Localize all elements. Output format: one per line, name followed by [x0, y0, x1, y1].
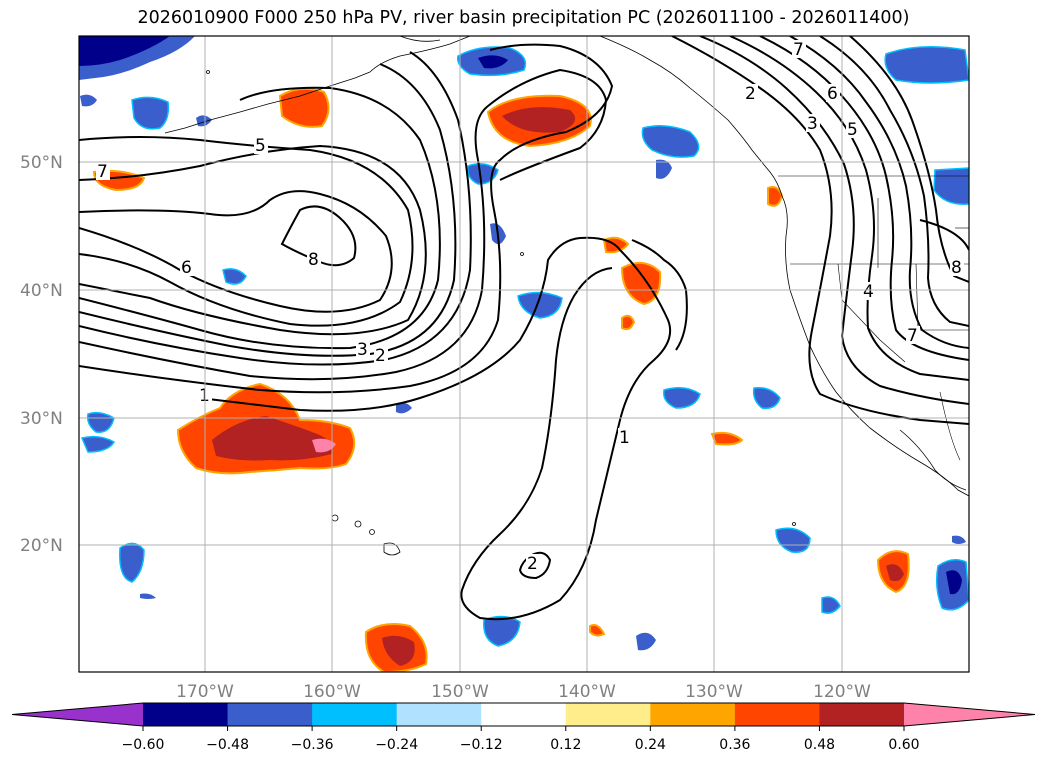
- svg-text:7: 7: [907, 326, 918, 346]
- lat-label: 40°N: [20, 281, 63, 301]
- contour-labels: 5 7 8 6 3 2 1 1 2 2 7 6 5 3 4 7 8: [96, 40, 964, 574]
- contour-label: 4: [862, 282, 876, 302]
- svg-text:6: 6: [181, 258, 192, 278]
- contour-label: 5: [846, 120, 860, 140]
- contour-label: 7: [792, 40, 806, 60]
- svg-text:3: 3: [807, 114, 818, 134]
- contour-label: 6: [826, 84, 840, 104]
- longitude-labels: 170°W 160°W 150°W 140°W 130°W 120°W: [176, 682, 871, 702]
- colorbar-extension-max: [904, 703, 1035, 726]
- lat-label: 20°N: [20, 536, 63, 556]
- lat-label: 30°N: [20, 409, 63, 429]
- svg-text:2: 2: [745, 84, 756, 104]
- coastlines: [164, 36, 969, 556]
- colorbar-extension-min: [12, 703, 143, 726]
- contour-label: 2: [526, 554, 540, 574]
- gridlines: [79, 36, 969, 672]
- svg-text:2: 2: [527, 554, 538, 574]
- lon-label: 150°W: [431, 682, 489, 702]
- colorbar-tick-label: 0.36: [719, 737, 750, 753]
- colorbar-tick-label: 0.12: [550, 737, 581, 753]
- colorbar-tick-label: 0.48: [804, 737, 835, 753]
- lon-label: 140°W: [558, 682, 616, 702]
- colorbar-tick-label: −0.48: [206, 737, 249, 753]
- contour-label: 1: [618, 428, 632, 448]
- contour-label: 5: [254, 136, 268, 156]
- colorbar-segment: [734, 703, 820, 726]
- svg-text:4: 4: [863, 282, 874, 302]
- map-title: 2026010900 F000 250 hPa PV, river basin …: [137, 8, 910, 28]
- contour-label: 7: [96, 162, 110, 182]
- svg-text:8: 8: [308, 250, 319, 270]
- svg-text:7: 7: [793, 40, 804, 60]
- colorbar-tick-label: −0.36: [291, 737, 334, 753]
- contour-label: 8: [950, 258, 964, 278]
- positive-precip-areas: [92, 87, 910, 672]
- lon-label: 170°W: [176, 682, 234, 702]
- svg-text:3: 3: [357, 340, 368, 360]
- colorbar-tick-label: −0.60: [122, 737, 165, 753]
- contour-label: 6: [180, 258, 194, 278]
- lon-label: 120°W: [813, 682, 871, 702]
- colorbar-tick-label: −0.12: [460, 737, 503, 753]
- map-frame: [78, 35, 970, 673]
- contour-label: 7: [906, 326, 920, 346]
- svg-text:6: 6: [827, 84, 838, 104]
- svg-text:7: 7: [97, 162, 108, 182]
- colorbar-segment: [481, 703, 567, 726]
- contour-label: 3: [806, 114, 820, 134]
- colorbar-segment: [565, 703, 651, 726]
- pv-contours: [79, 36, 969, 621]
- contour-label: 2: [374, 346, 388, 366]
- lon-label: 160°W: [303, 682, 361, 702]
- svg-text:1: 1: [619, 428, 630, 448]
- colorbar: −0.60 −0.48 −0.36 −0.24 −0.12 0.12 0.24 0.36 0.4…: [11, 702, 1036, 753]
- contour-label: 8: [307, 250, 321, 270]
- lat-label: 50°N: [20, 153, 63, 173]
- svg-text:8: 8: [951, 258, 962, 278]
- negative-precip-areas: [79, 36, 969, 651]
- svg-text:2: 2: [375, 346, 386, 366]
- lon-label: 130°W: [685, 682, 743, 702]
- svg-text:5: 5: [847, 120, 858, 140]
- colorbar-tick-label: −0.24: [375, 737, 418, 753]
- colorbar-segment: [227, 703, 313, 726]
- colorbar-segment: [312, 703, 398, 726]
- colorbar-tick-label: 0.60: [888, 737, 919, 753]
- latitude-labels: 50°N 40°N 30°N 20°N: [20, 153, 63, 556]
- contour-label: 3: [356, 340, 370, 360]
- svg-text:1: 1: [199, 386, 210, 406]
- svg-text:5: 5: [255, 136, 266, 156]
- colorbar-segment: [650, 703, 736, 726]
- colorbar-segment: [396, 703, 482, 726]
- colorbar-segment: [143, 703, 229, 726]
- contour-label: 2: [744, 84, 758, 104]
- colorbar-tick-label: 0.24: [635, 737, 666, 753]
- colorbar-segment: [819, 703, 905, 726]
